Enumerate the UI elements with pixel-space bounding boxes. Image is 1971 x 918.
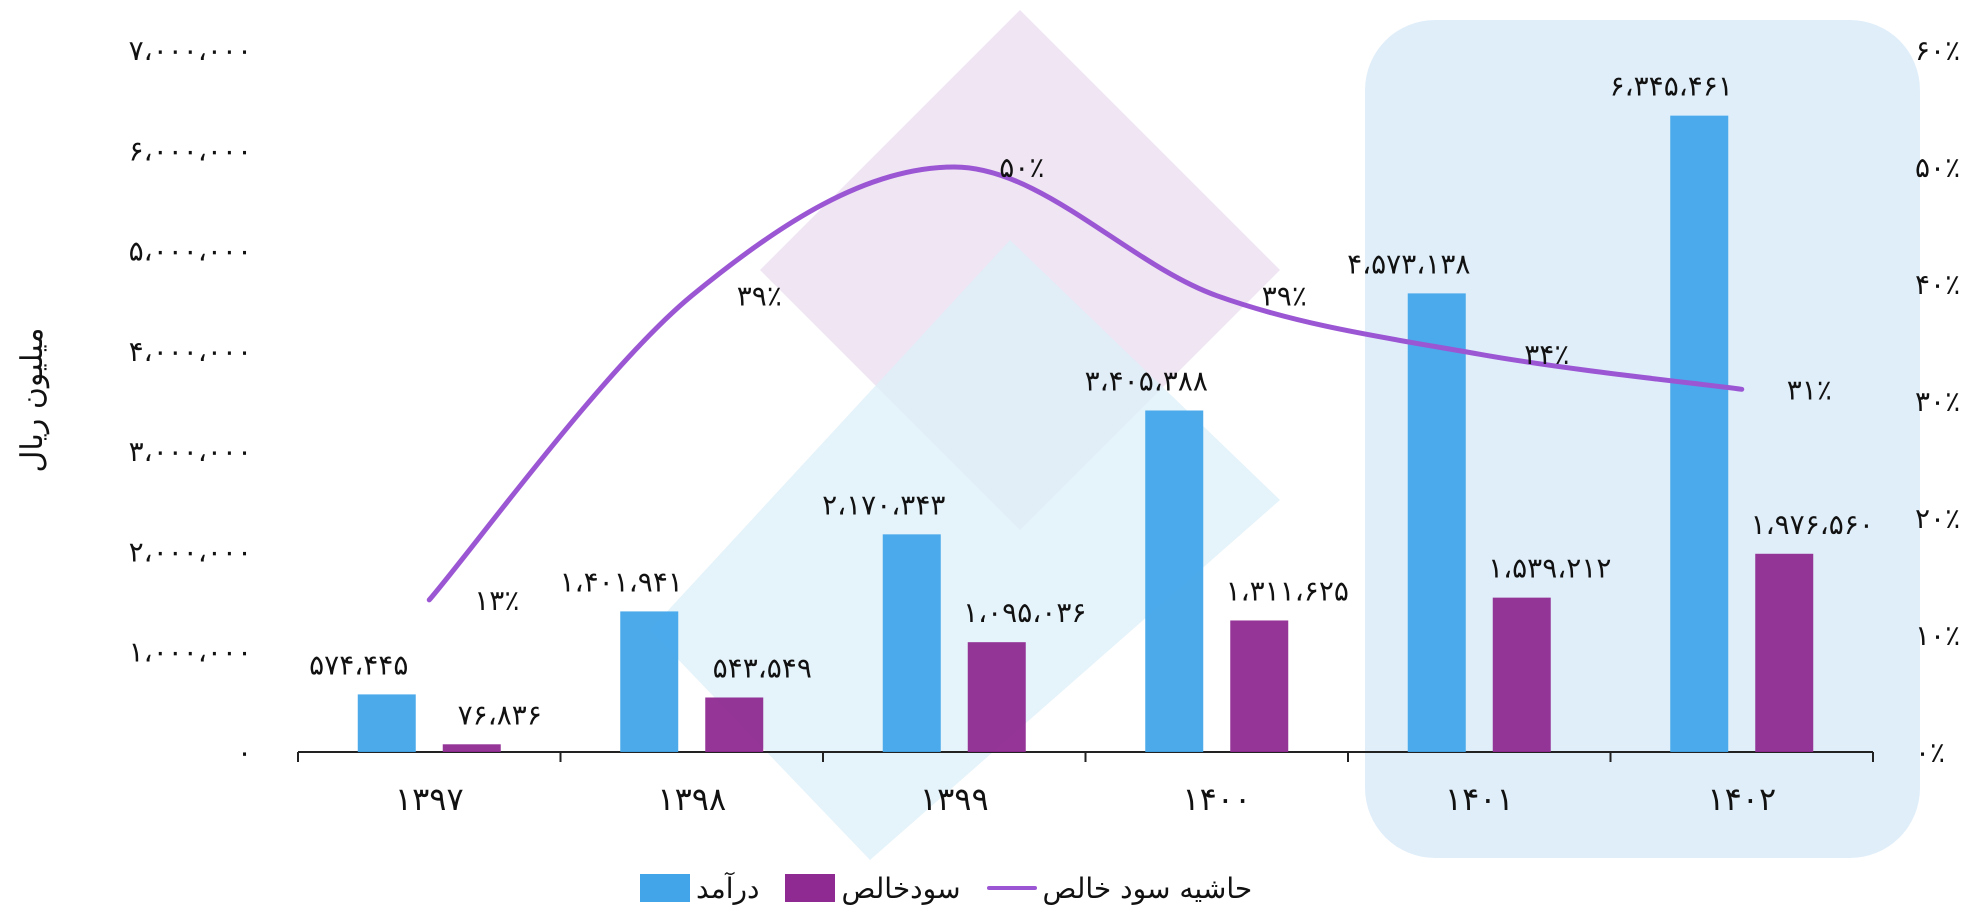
y2-tick-label: ۲۰٪ (1915, 502, 1960, 535)
data-label-revenue: ۲،۱۷۰،۳۴۳ (822, 488, 945, 521)
bar-net-profit (705, 697, 764, 752)
data-label-net-margin: ۳۱٪ (1787, 373, 1832, 406)
data-label-revenue: ۱،۴۰۱،۹۴۱ (560, 565, 683, 598)
legend-item-revenue: درآمد (640, 872, 759, 905)
data-label-revenue: ۵۷۴،۴۴۵ (309, 648, 408, 681)
legend-swatch-revenue (640, 874, 690, 902)
bar-net-profit (1755, 553, 1814, 752)
y-tick-label: ۶،۰۰۰،۰۰۰ (129, 134, 252, 167)
x-tick-label: ۱۴۰۰ (1182, 780, 1251, 818)
bar-net-profit (1492, 597, 1551, 752)
x-tick-label: ۱۴۰۱ (1445, 780, 1514, 818)
y2-tick-label: ۴۰٪ (1915, 268, 1960, 301)
bar-revenue (1407, 293, 1466, 752)
legend-swatch-net-margin (986, 886, 1037, 890)
y2-tick-label: ۱۰٪ (1915, 619, 1960, 652)
legend-label-net-profit: سودخالص (841, 871, 961, 905)
x-tick-label: ۱۳۹۷ (395, 780, 464, 818)
margin-line (426, 164, 1745, 603)
data-label-net-profit: ۵۴۳،۵۴۹ (713, 651, 812, 684)
y2-tick-label: ۵۰٪ (1915, 151, 1960, 184)
data-label-revenue: ۶،۳۴۵،۴۶۱ (1610, 70, 1733, 103)
data-label-net-profit: ۱،۵۳۹،۲۱۲ (1488, 552, 1611, 585)
y2-tick-label: ۳۰٪ (1915, 385, 1960, 418)
y-tick-label: ۳،۰۰۰،۰۰۰ (129, 435, 252, 468)
x-tick-label: ۱۳۹۸ (657, 780, 726, 818)
data-label-net-profit: ۱،۹۷۶،۵۶۰ (1751, 508, 1874, 541)
y2-tick-label: ۰٪ (1915, 736, 1945, 769)
bar-net-profit (967, 642, 1026, 752)
data-label-net-margin: ۵۰٪ (999, 151, 1044, 184)
line-net-margin (426, 164, 1745, 603)
legend-item-net-margin: حاشیه سود خالص (986, 871, 1253, 905)
data-label-revenue: ۳،۴۰۵،۳۸۸ (1085, 364, 1208, 397)
legend-swatch-net-profit (785, 874, 836, 902)
x-tick-label: ۱۴۰۲ (1707, 780, 1776, 818)
data-label-net-margin: ۳۹٪ (737, 280, 782, 313)
data-label-net-profit: ۷۶،۸۳۶ (458, 698, 542, 731)
axes: ۱۳۹۷ ۱۳۹۸ ۱۳۹۹ ۱۴۰۰ ۱۴۰۱ ۱۴۰۲ ۰ ۱،۰۰۰،۰۰۰ ۲،۰۰۰،… (129, 34, 1960, 818)
y-tick-label: ۴،۰۰۰،۰۰۰ (129, 335, 252, 368)
data-label-net-margin: ۱۳٪ (474, 584, 519, 617)
data-label-net-profit: ۱،۳۱۱،۶۲۵ (1226, 574, 1349, 607)
legend-item-net-profit: سودخالص (785, 871, 961, 905)
y-axis-title: میلیون ریال (15, 328, 50, 473)
data-labels: ۵۷۴،۴۴۵ ۱،۴۰۱،۹۴۱ ۲،۱۷۰،۳۴۳ ۳،۴۰۵،۳۸۸ ۴،۵۷۳،… (309, 70, 1874, 732)
y-tick-label: ۷،۰۰۰،۰۰۰ (129, 34, 252, 67)
bar-net-profit (1230, 620, 1289, 752)
bar-net-profit (442, 744, 501, 752)
legend-label-revenue: درآمد (696, 871, 760, 905)
bar-revenue (357, 694, 416, 752)
bars (357, 115, 1814, 752)
bar-revenue (882, 534, 941, 752)
y2-tick-label: ۶۰٪ (1915, 34, 1960, 67)
y-tick-label: ۰ (237, 736, 252, 769)
y-tick-label: ۲،۰۰۰،۰۰۰ (129, 535, 252, 568)
y-tick-label: ۵،۰۰۰،۰۰۰ (129, 235, 252, 268)
bar-revenue (1145, 410, 1204, 752)
bar-revenue (620, 611, 679, 752)
legend: درآمد سودخالص حاشیه سود خالص (640, 870, 1252, 906)
bar-revenue (1670, 115, 1729, 752)
data-label-revenue: ۴،۵۷۳،۱۳۸ (1347, 247, 1470, 280)
data-label-net-margin: ۳۴٪ (1524, 338, 1569, 371)
data-label-net-margin: ۳۹٪ (1262, 280, 1307, 313)
data-label-net-profit: ۱،۰۹۵،۰۳۶ (963, 596, 1086, 629)
y-tick-label: ۱،۰۰۰،۰۰۰ (129, 636, 252, 669)
x-tick-label: ۱۳۹۹ (920, 780, 989, 818)
legend-label-net-margin: حاشیه سود خالص (1042, 871, 1253, 905)
